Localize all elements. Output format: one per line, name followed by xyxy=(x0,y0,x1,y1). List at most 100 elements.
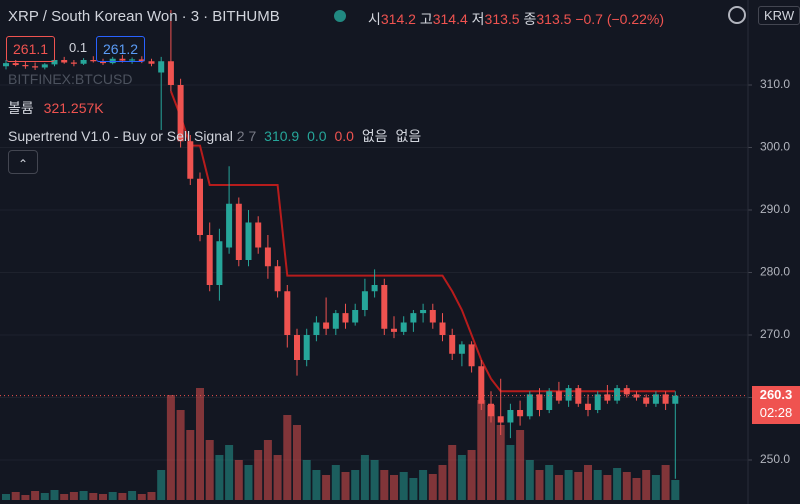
candle-body xyxy=(167,61,174,85)
candle-body xyxy=(32,66,39,68)
sell-button[interactable]: 261.1 xyxy=(6,36,56,62)
candle-body xyxy=(371,285,378,292)
ohlc-label: 저 xyxy=(471,11,485,27)
volume-bar xyxy=(554,475,563,500)
candle-body xyxy=(497,416,504,423)
volume-bar xyxy=(390,475,398,500)
candle-body xyxy=(478,366,485,404)
settings-button[interactable] xyxy=(728,6,746,24)
candle-body xyxy=(226,203,233,248)
candle-body xyxy=(216,241,223,285)
candle-body xyxy=(187,141,194,179)
candle-body xyxy=(517,410,524,417)
volume-bar xyxy=(516,430,525,500)
candle-body xyxy=(294,335,300,360)
candle-body xyxy=(342,313,349,323)
volume-bar xyxy=(661,465,670,500)
ohlc-value: 313.5 xyxy=(536,11,572,27)
ohlc-label: 종 xyxy=(523,11,537,27)
volume-bar xyxy=(506,445,515,500)
candle-body xyxy=(90,60,97,62)
indicator-params: 2 7 xyxy=(236,128,257,144)
indicator-name: Supertrend V1.0 - Buy or Sell Signal xyxy=(8,128,233,144)
volume-bar xyxy=(525,460,534,500)
candle-body xyxy=(420,310,427,314)
candle-body xyxy=(51,60,58,65)
volume-bar xyxy=(225,445,234,500)
candle-body xyxy=(536,394,543,410)
market-status[interactable] xyxy=(334,10,346,22)
volume-bar xyxy=(69,492,78,500)
candle-body xyxy=(672,395,679,404)
ohlc-legend: 시314.2 고314.4 저313.5 종313.5 −0.7 (−0.22%… xyxy=(368,9,664,29)
volume-bar xyxy=(11,492,20,500)
volume-bar xyxy=(467,450,476,500)
indicator-value: 0.0 xyxy=(307,128,327,144)
candle-body xyxy=(381,285,388,329)
candle-body xyxy=(623,388,630,395)
candle-body xyxy=(206,235,213,285)
symbol-header: XRP / South Korean Won · 3 · BITHUMB xyxy=(8,8,280,25)
candle-body xyxy=(12,63,19,65)
volume-bar xyxy=(574,472,583,500)
candle-body xyxy=(449,335,456,354)
y-tick-label: 290.0 xyxy=(760,202,790,216)
y-tick-label: 250.0 xyxy=(760,452,790,466)
volume-bar xyxy=(351,470,360,500)
volume-bar xyxy=(234,460,243,500)
candle-body xyxy=(41,64,48,68)
candle-body xyxy=(575,388,582,404)
candle-body xyxy=(488,403,494,417)
volume-bar xyxy=(642,470,651,500)
candle-body xyxy=(594,394,601,410)
volume-legend: 볼륨 321.257K xyxy=(8,98,104,118)
candle-body xyxy=(158,61,165,73)
volume-bar xyxy=(428,474,437,500)
candle-body xyxy=(22,65,29,67)
volume-bar xyxy=(622,472,631,500)
candle-body xyxy=(100,61,106,64)
volume-bar xyxy=(331,465,340,500)
y-tick-label: 280.0 xyxy=(760,265,790,279)
candle-body xyxy=(458,344,465,354)
candle-body xyxy=(303,335,310,360)
candle-body xyxy=(585,403,591,410)
volume-bar xyxy=(273,455,282,500)
candle-body xyxy=(526,394,533,417)
buy-button[interactable]: 261.2 xyxy=(96,36,146,62)
candle-body xyxy=(361,291,368,310)
volume-bar xyxy=(166,395,175,500)
volume-bar xyxy=(438,465,447,500)
volume-bar xyxy=(2,494,10,500)
interval[interactable]: 3 xyxy=(190,8,200,25)
volume-bar xyxy=(283,415,292,500)
volume-bar xyxy=(196,388,204,500)
volume-bar xyxy=(457,455,466,500)
y-tick-label: 310.0 xyxy=(760,77,790,91)
spread: 0.1 xyxy=(69,40,88,55)
candle-body xyxy=(507,410,514,423)
volume-bar xyxy=(671,480,680,500)
volume-bar xyxy=(50,490,59,500)
indicator-value: 0.0 xyxy=(334,128,354,144)
volume-bar xyxy=(603,475,612,500)
candle-body xyxy=(138,59,145,62)
change: −0.7 (−0.22%) xyxy=(575,11,665,27)
volume-bar xyxy=(448,445,457,500)
currency-button[interactable]: KRW xyxy=(758,6,800,25)
ohlc-label: 시 xyxy=(368,11,381,27)
candle-body xyxy=(235,203,242,260)
candle-body xyxy=(129,59,136,61)
symbol-title[interactable]: XRP / South Korean Won xyxy=(8,8,178,25)
volume-bar xyxy=(89,493,98,500)
candle-body xyxy=(245,222,252,260)
volume-bar xyxy=(613,468,622,500)
candle-body xyxy=(177,85,184,142)
volume-bar xyxy=(535,470,544,500)
collapse-button[interactable]: ⌃ xyxy=(8,150,38,174)
volume-bar xyxy=(370,460,379,500)
y-tick-label: 300.0 xyxy=(760,140,790,154)
volume-bar xyxy=(108,492,117,500)
candle-body xyxy=(429,310,436,323)
